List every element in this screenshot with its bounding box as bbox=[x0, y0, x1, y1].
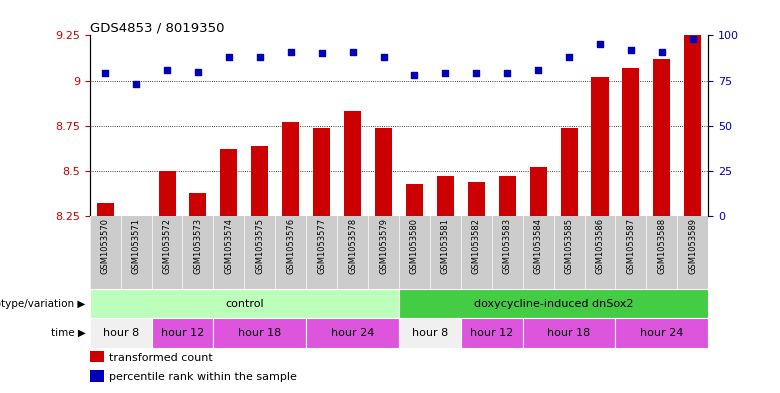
Bar bbox=[190, 193, 207, 216]
Text: doxycycline-induced dnSox2: doxycycline-induced dnSox2 bbox=[474, 299, 633, 309]
Point bbox=[470, 70, 483, 77]
Text: hour 8: hour 8 bbox=[412, 328, 448, 338]
Bar bbox=[344, 111, 361, 216]
Text: GSM1053577: GSM1053577 bbox=[317, 219, 326, 274]
Bar bbox=[523, 318, 615, 348]
Point bbox=[501, 70, 513, 77]
Bar bbox=[313, 128, 330, 216]
Text: hour 18: hour 18 bbox=[548, 328, 590, 338]
Bar bbox=[221, 149, 237, 216]
Text: control: control bbox=[225, 299, 264, 309]
Bar bbox=[498, 176, 516, 216]
Point bbox=[99, 70, 112, 77]
Text: GSM1053578: GSM1053578 bbox=[348, 219, 357, 274]
Bar bbox=[561, 128, 577, 216]
Point bbox=[408, 72, 420, 78]
Bar bbox=[90, 351, 104, 362]
Bar bbox=[375, 128, 392, 216]
Bar bbox=[90, 289, 399, 318]
Text: GSM1053574: GSM1053574 bbox=[225, 219, 233, 274]
Point bbox=[439, 70, 452, 77]
Text: GSM1053572: GSM1053572 bbox=[162, 219, 172, 274]
Point bbox=[192, 68, 204, 75]
Text: transformed count: transformed count bbox=[109, 353, 213, 363]
Bar bbox=[282, 122, 300, 216]
Point bbox=[161, 66, 173, 73]
Bar bbox=[468, 182, 485, 216]
Bar bbox=[128, 216, 144, 218]
Text: GSM1053582: GSM1053582 bbox=[472, 219, 480, 274]
Text: hour 12: hour 12 bbox=[470, 328, 513, 338]
Text: GDS4853 / 8019350: GDS4853 / 8019350 bbox=[90, 21, 224, 34]
Point bbox=[378, 54, 390, 60]
Text: GSM1053583: GSM1053583 bbox=[503, 219, 512, 274]
Point bbox=[532, 66, 544, 73]
Text: GSM1053585: GSM1053585 bbox=[565, 219, 573, 274]
Bar bbox=[684, 35, 701, 216]
Point bbox=[656, 48, 668, 55]
Bar bbox=[97, 204, 114, 216]
Point bbox=[315, 50, 328, 57]
Text: hour 12: hour 12 bbox=[161, 328, 204, 338]
Bar bbox=[158, 171, 176, 216]
Point bbox=[222, 54, 235, 60]
Text: time ▶: time ▶ bbox=[51, 328, 86, 338]
Point bbox=[254, 54, 266, 60]
Text: hour 18: hour 18 bbox=[238, 328, 282, 338]
Bar bbox=[654, 59, 670, 216]
Bar bbox=[399, 318, 461, 348]
Point bbox=[285, 48, 297, 55]
Text: GSM1053580: GSM1053580 bbox=[410, 219, 419, 274]
Bar bbox=[406, 184, 423, 216]
Bar bbox=[437, 176, 454, 216]
Point bbox=[594, 41, 606, 48]
Bar bbox=[530, 167, 547, 216]
Text: hour 8: hour 8 bbox=[102, 328, 139, 338]
Text: GSM1053571: GSM1053571 bbox=[132, 219, 140, 274]
Text: GSM1053581: GSM1053581 bbox=[441, 219, 450, 274]
Text: GSM1053587: GSM1053587 bbox=[626, 219, 636, 274]
Bar bbox=[90, 318, 151, 348]
Text: GSM1053573: GSM1053573 bbox=[193, 219, 203, 274]
Bar bbox=[151, 318, 214, 348]
Point bbox=[346, 48, 359, 55]
Text: GSM1053579: GSM1053579 bbox=[379, 219, 388, 274]
Text: GSM1053575: GSM1053575 bbox=[255, 219, 264, 274]
Text: GSM1053586: GSM1053586 bbox=[595, 219, 604, 274]
Text: hour 24: hour 24 bbox=[640, 328, 683, 338]
Text: GSM1053584: GSM1053584 bbox=[534, 219, 543, 274]
Bar bbox=[461, 318, 523, 348]
Bar bbox=[591, 77, 608, 216]
Text: hour 24: hour 24 bbox=[331, 328, 374, 338]
Text: GSM1053589: GSM1053589 bbox=[688, 219, 697, 274]
Text: genotype/variation ▶: genotype/variation ▶ bbox=[0, 299, 86, 309]
Text: GSM1053576: GSM1053576 bbox=[286, 219, 295, 274]
Bar bbox=[307, 318, 399, 348]
Point bbox=[129, 81, 142, 87]
Bar bbox=[399, 289, 708, 318]
Point bbox=[686, 36, 699, 42]
Text: GSM1053570: GSM1053570 bbox=[101, 219, 110, 274]
Bar bbox=[90, 370, 104, 382]
Bar bbox=[615, 318, 708, 348]
Point bbox=[625, 47, 637, 53]
Point bbox=[563, 54, 576, 60]
Bar bbox=[251, 146, 268, 216]
Text: percentile rank within the sample: percentile rank within the sample bbox=[109, 372, 297, 382]
Bar bbox=[214, 318, 307, 348]
Bar bbox=[622, 68, 640, 216]
Text: GSM1053588: GSM1053588 bbox=[658, 219, 666, 274]
